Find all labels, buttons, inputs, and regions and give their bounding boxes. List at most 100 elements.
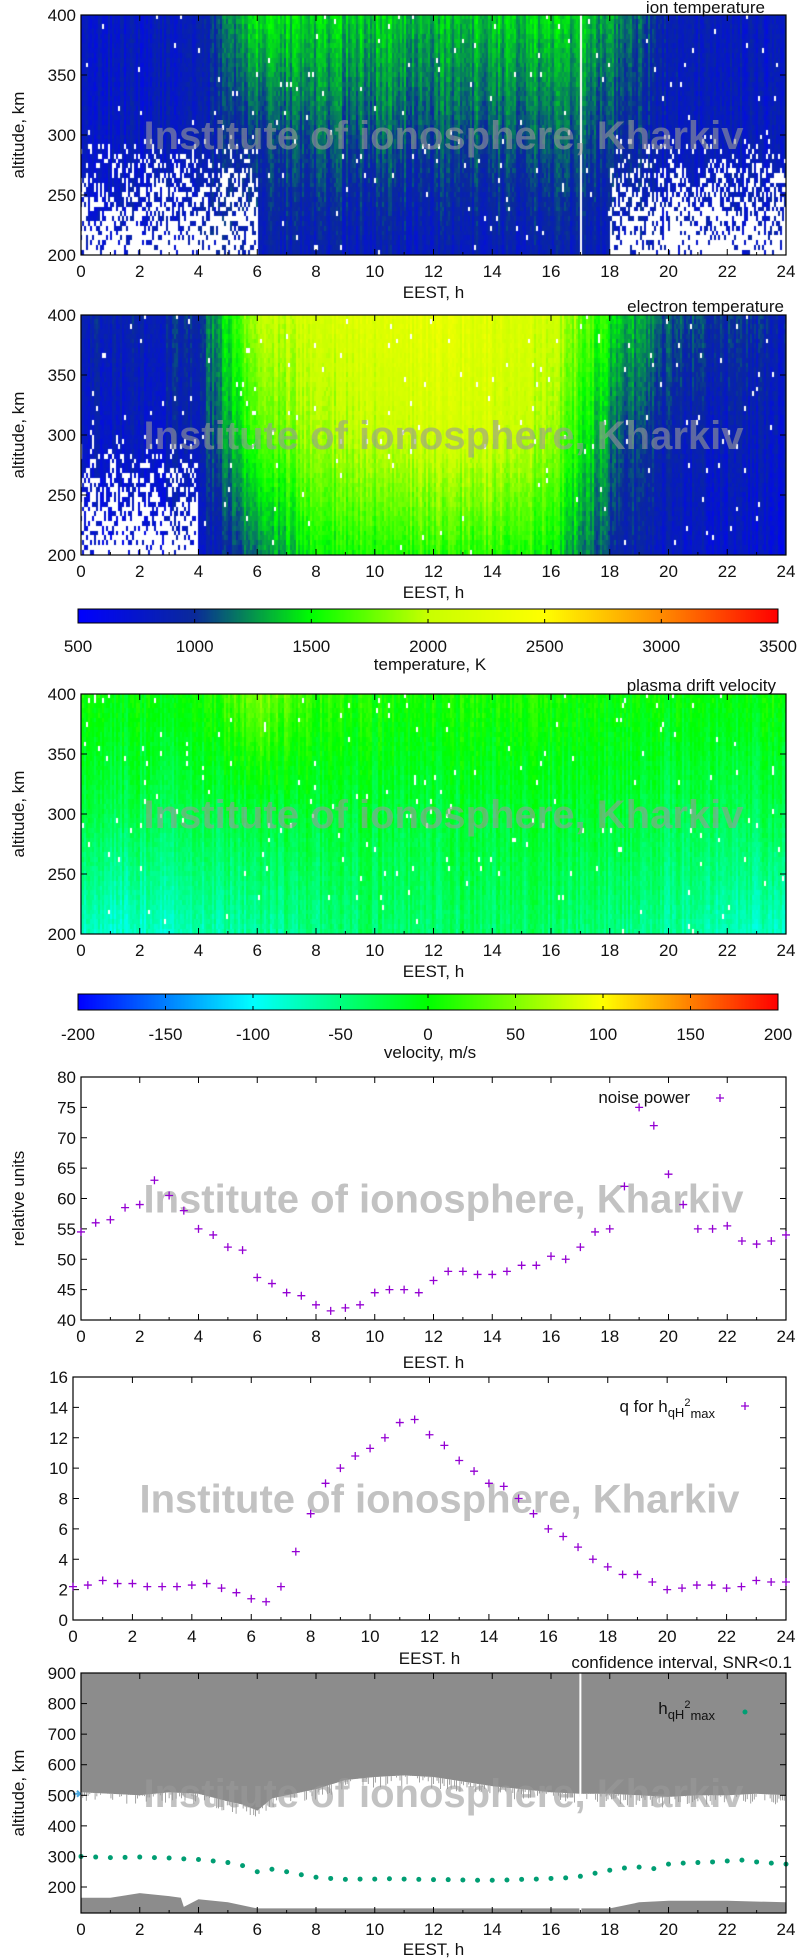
data-point bbox=[514, 1494, 523, 1503]
x-axis-label: EEST, h bbox=[403, 283, 464, 302]
x-tick-label: 18 bbox=[598, 1627, 617, 1646]
y-tick-label: 350 bbox=[48, 366, 76, 385]
data-point bbox=[663, 1585, 672, 1594]
hmax-point bbox=[533, 1876, 539, 1882]
x-tick-label: 24 bbox=[777, 1627, 796, 1646]
hmax-point bbox=[489, 1877, 495, 1883]
x-tick-label: 6 bbox=[253, 1327, 262, 1346]
data-point bbox=[128, 1579, 137, 1588]
hmax-point bbox=[636, 1864, 642, 1870]
y-tick-label: 400 bbox=[48, 6, 76, 25]
y-tick-label: 300 bbox=[48, 1847, 76, 1866]
data-point bbox=[370, 1288, 379, 1297]
data-point bbox=[444, 1267, 453, 1276]
ion-temperature-heatmap bbox=[81, 15, 786, 255]
data-point bbox=[253, 1273, 262, 1282]
data-point bbox=[649, 1121, 658, 1130]
colorbar-tick-label: -200 bbox=[61, 1025, 95, 1044]
hmax-point bbox=[739, 1857, 745, 1863]
x-tick-label: 20 bbox=[659, 1327, 678, 1346]
colorbar-tick-label: 3500 bbox=[759, 637, 797, 656]
y-tick-label: 300 bbox=[48, 805, 76, 824]
ion-temperature-title: ion temperature bbox=[646, 0, 765, 17]
colorbar-tick-label: 50 bbox=[506, 1025, 525, 1044]
x-tick-label: 4 bbox=[194, 1327, 203, 1346]
data-point bbox=[321, 1479, 330, 1488]
y-axis-label: relative units bbox=[9, 1151, 28, 1246]
x-tick-label: 20 bbox=[659, 941, 678, 960]
hmax-point bbox=[754, 1859, 760, 1865]
velocity-colorbar-label: velocity, m/s bbox=[384, 1043, 476, 1062]
x-tick-label: 4 bbox=[194, 262, 203, 281]
x-tick-label: 10 bbox=[365, 262, 384, 281]
x-tick-label: 12 bbox=[424, 562, 443, 581]
hmax-point bbox=[724, 1858, 730, 1864]
x-tick-label: 2 bbox=[135, 1920, 144, 1939]
y-tick-label: 200 bbox=[48, 925, 76, 944]
x-tick-label: 6 bbox=[253, 941, 262, 960]
data-point bbox=[664, 1170, 673, 1179]
hmax-point bbox=[651, 1866, 657, 1872]
data-point bbox=[707, 1581, 716, 1590]
data-point bbox=[400, 1285, 409, 1294]
x-tick-label: 10 bbox=[365, 1920, 384, 1939]
x-axis-label: EEST, h bbox=[403, 583, 464, 602]
hmax-point bbox=[225, 1860, 231, 1866]
watermark: Institute of ionosphere, Kharkiv bbox=[144, 793, 745, 837]
x-tick-label: 8 bbox=[311, 1327, 320, 1346]
plasma-drift-title: plasma drift velocity bbox=[627, 676, 777, 695]
x-tick-label: 24 bbox=[777, 562, 796, 581]
hmax-point bbox=[680, 1860, 686, 1866]
data-point bbox=[351, 1451, 360, 1460]
y-tick-label: 70 bbox=[57, 1129, 76, 1148]
x-tick-label: 22 bbox=[717, 1627, 736, 1646]
data-point bbox=[414, 1288, 423, 1297]
data-point bbox=[559, 1532, 568, 1541]
data-point bbox=[172, 1582, 181, 1591]
x-tick-label: 0 bbox=[76, 941, 85, 960]
confidence-interval-title: confidence interval, SNR<0.1 bbox=[571, 1653, 792, 1672]
colorbar-tick-label: -150 bbox=[148, 1025, 182, 1044]
colorbar-tick-label: 1000 bbox=[176, 637, 214, 656]
data-point bbox=[648, 1578, 657, 1587]
data-point bbox=[395, 1418, 404, 1427]
y-tick-label: 350 bbox=[48, 745, 76, 764]
hmax-point bbox=[342, 1876, 348, 1882]
x-tick-label: 14 bbox=[479, 1627, 498, 1646]
x-axis-label: EEST, h bbox=[403, 1940, 464, 1958]
data-point bbox=[722, 1584, 731, 1593]
y-tick-label: 6 bbox=[59, 1520, 68, 1539]
hmax-point bbox=[563, 1875, 569, 1881]
data-point bbox=[106, 1215, 115, 1224]
data-point bbox=[194, 1224, 203, 1233]
colorbar-tick-label: 0 bbox=[423, 1025, 432, 1044]
data-point bbox=[782, 1230, 790, 1239]
x-tick-label: 8 bbox=[311, 562, 320, 581]
x-tick-label: 16 bbox=[542, 1920, 561, 1939]
x-tick-label: 0 bbox=[68, 1627, 77, 1646]
data-point bbox=[410, 1415, 419, 1424]
y-tick-label: 45 bbox=[57, 1281, 76, 1300]
data-point bbox=[77, 1227, 85, 1236]
x-tick-label: 18 bbox=[600, 1327, 619, 1346]
legend-marker bbox=[741, 1402, 749, 1410]
y-tick-label: 200 bbox=[48, 546, 76, 565]
x-tick-label: 12 bbox=[420, 1627, 439, 1646]
y-tick-label: 400 bbox=[48, 306, 76, 325]
hmax-point bbox=[298, 1872, 304, 1878]
data-point bbox=[247, 1594, 256, 1603]
data-point bbox=[603, 1562, 612, 1571]
data-point bbox=[532, 1261, 541, 1270]
x-tick-label: 2 bbox=[135, 1327, 144, 1346]
hmax-point bbox=[386, 1876, 392, 1882]
x-tick-label: 22 bbox=[718, 562, 737, 581]
colorbar-tick-label: 150 bbox=[676, 1025, 704, 1044]
hmax-point bbox=[577, 1873, 583, 1879]
x-tick-label: 0 bbox=[76, 562, 85, 581]
y-tick-label: 4 bbox=[59, 1550, 68, 1569]
x-tick-label: 18 bbox=[600, 562, 619, 581]
x-tick-label: 22 bbox=[718, 1327, 737, 1346]
x-axis-label: EEST. h bbox=[399, 1649, 460, 1668]
legend-label: q for hqH2max bbox=[619, 1397, 715, 1421]
data-point bbox=[574, 1543, 583, 1552]
